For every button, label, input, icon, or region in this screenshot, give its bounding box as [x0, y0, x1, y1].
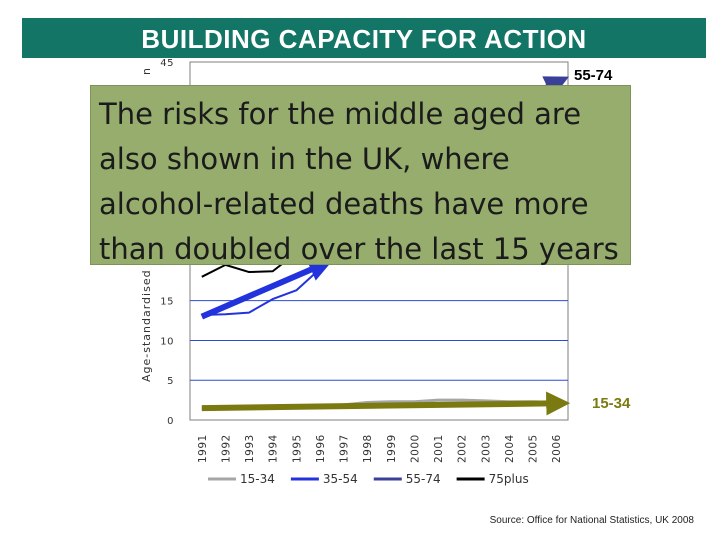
x-tick-label: 2002 — [457, 434, 469, 463]
legend-label: 15-34 — [240, 472, 275, 486]
x-tick-label: 1998 — [362, 434, 374, 463]
series-side-label: 15-34 — [592, 395, 631, 412]
x-tick-label: 1993 — [244, 434, 256, 463]
x-tick-label: 1997 — [339, 434, 351, 463]
x-tick-label: 2005 — [528, 434, 540, 463]
legend-label: 55-74 — [406, 472, 441, 486]
trend-arrow-15-34 — [201, 391, 571, 416]
axis-layer: 051015202530354045Age-standardisedn19911… — [140, 58, 563, 463]
x-tick-label: 1992 — [220, 434, 232, 463]
x-tick-label: 2001 — [433, 434, 445, 463]
legend-label: 35-54 — [323, 472, 358, 486]
series-side-label: 55-74 — [574, 67, 613, 84]
y-axis-label-partial: n — [140, 68, 153, 75]
legend-label: 75plus — [489, 472, 529, 486]
y-tick-label: 10 — [160, 336, 174, 347]
x-tick-label: 1994 — [268, 434, 280, 463]
x-tick-label: 1991 — [197, 434, 209, 463]
y-tick-label: 45 — [160, 58, 174, 69]
y-tick-label: 15 — [160, 297, 174, 308]
y-tick-label: 5 — [167, 376, 174, 387]
banner-title: BUILDING CAPACITY FOR ACTION — [22, 18, 706, 58]
y-tick-label: 0 — [167, 416, 174, 427]
x-tick-label: 2000 — [409, 434, 421, 463]
x-tick-label: 2003 — [480, 434, 492, 463]
x-tick-label: 1999 — [386, 434, 398, 463]
x-tick-label: 1996 — [315, 434, 327, 463]
x-tick-label: 2006 — [551, 434, 563, 463]
x-tick-label: 2004 — [504, 434, 516, 463]
legend-layer: 15-34 35-54 55-74 75plus — [208, 472, 529, 486]
source-note: Source: Office for National Statistics, … — [489, 515, 694, 526]
x-tick-label: 1995 — [291, 434, 303, 463]
callout-box: The risks for the middle aged are also s… — [90, 85, 631, 266]
trend-arrow-35-54 — [200, 258, 333, 320]
y-axis-label: Age-standardised — [140, 269, 153, 382]
